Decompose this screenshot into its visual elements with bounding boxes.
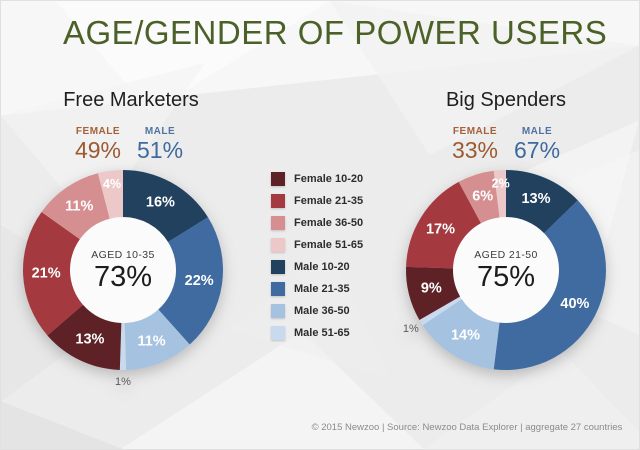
female-label: FEMALE xyxy=(452,126,498,137)
donut-slice-male-21-35 xyxy=(493,200,606,370)
legend-label: Female 51-65 xyxy=(294,239,364,251)
center-value: 75% xyxy=(476,261,536,293)
male-summary: MALE 51% xyxy=(137,126,183,163)
donut-slice-female-51-65 xyxy=(97,170,123,219)
donut-slice-male-36-50 xyxy=(422,299,500,370)
center-value: 73% xyxy=(93,261,153,293)
legend-swatch-icon xyxy=(271,216,285,230)
legend-label: Female 21-35 xyxy=(294,195,364,207)
donut-slice-male-51-65 xyxy=(419,296,462,326)
legend-label: Female 36-50 xyxy=(294,217,364,229)
donut-slice-male-21-35 xyxy=(158,217,223,345)
legend-item: Male 51-65 xyxy=(271,326,363,340)
donut-slice-female-10-20 xyxy=(406,266,461,320)
legend-item: Female 10-20 xyxy=(271,172,363,186)
legend-label: Female 10-20 xyxy=(294,173,364,185)
legend-swatch-icon xyxy=(271,260,285,274)
legend-item: Female 21-35 xyxy=(271,194,363,208)
slice-label: 11% xyxy=(137,333,165,349)
slice-label: 16% xyxy=(146,195,175,211)
legend-label: Male 10-20 xyxy=(294,261,350,273)
slice-label: 6% xyxy=(472,188,493,204)
source-attribution: © 2015 Newzoo | Source: Newzoo Data Expl… xyxy=(311,422,623,433)
slice-label: 4% xyxy=(103,177,121,191)
donut-slice-female-21-35 xyxy=(22,211,83,336)
slice-label: 13% xyxy=(75,331,104,347)
male-label: MALE xyxy=(144,126,176,137)
legend-item: Male 10-20 xyxy=(271,260,363,274)
donut-slice-male-51-65 xyxy=(119,322,127,371)
legend-label: Male 36-50 xyxy=(294,305,350,317)
donut-chart-big-spenders: 13% 40% 14% 1% 9% 17% 6%2% xyxy=(403,170,606,370)
legend-item: Female 36-50 xyxy=(271,216,363,230)
female-summary: FEMALE 33% xyxy=(452,126,498,163)
male-value: 51% xyxy=(137,137,184,163)
legend-label: Male 51-65 xyxy=(294,327,350,339)
center-label: AGED 10-35 xyxy=(91,249,155,261)
legend-swatch-icon xyxy=(271,326,285,340)
chart-title-free-marketers: Free Marketers xyxy=(63,89,199,111)
chart-title-big-spenders: Big Spenders xyxy=(445,89,567,111)
slice-label: 1% xyxy=(115,376,131,388)
donut-center-big-spenders: AGED 21-50 75% xyxy=(426,249,586,293)
male-value: 67% xyxy=(514,137,561,163)
male-summary: MALE 67% xyxy=(514,126,560,163)
female-label: FEMALE xyxy=(75,126,121,137)
slice-label: 2% xyxy=(492,176,510,190)
legend: Female 10-20 Female 21-35 Female 36-50 Fema… xyxy=(271,172,363,340)
legend-item: Male 21-35 xyxy=(271,282,363,296)
legend-label: Male 21-35 xyxy=(294,283,350,295)
slice-label: 9% xyxy=(421,281,442,297)
donut-slice-male-36-50 xyxy=(124,309,190,370)
donut-slice-female-10-20 xyxy=(47,304,122,370)
gender-summary-big-spenders: FEMALE 33% MALE 67% xyxy=(406,126,606,163)
legend-swatch-icon xyxy=(271,238,285,252)
donut-slice-female-21-35 xyxy=(406,181,481,269)
donut-slice-female-36-50 xyxy=(41,173,110,240)
donut-slice-female-36-50 xyxy=(458,170,500,224)
legend-item: Female 51-65 xyxy=(271,238,363,252)
legend-swatch-icon xyxy=(271,172,285,186)
legend-swatch-icon xyxy=(271,304,285,318)
slice-label: 14% xyxy=(451,327,480,343)
slice-label: 13% xyxy=(521,191,550,207)
slice-label: 17% xyxy=(426,221,455,237)
donut-hole xyxy=(69,216,177,324)
female-value: 33% xyxy=(451,137,498,163)
slice-label: 1% xyxy=(403,323,419,335)
page-title: AGE/GENDER OF POWER USERS xyxy=(63,14,608,51)
female-value: 49% xyxy=(74,137,121,163)
donut-slice-male-10-20 xyxy=(123,170,208,243)
legend-item: Male 36-50 xyxy=(271,304,363,318)
slice-label: 40% xyxy=(560,296,589,312)
slice-label: 11% xyxy=(65,198,93,214)
center-label: AGED 21-50 xyxy=(474,249,538,261)
slice-label: 22% xyxy=(185,273,214,289)
donut-hole xyxy=(452,216,560,324)
donut-center-free-marketers: AGED 10-35 73% xyxy=(43,249,203,293)
female-summary: FEMALE 49% xyxy=(75,126,121,163)
legend-swatch-icon xyxy=(271,282,285,296)
male-label: MALE xyxy=(521,126,553,137)
gender-summary-free-marketers: FEMALE 49% MALE 51% xyxy=(29,126,229,163)
legend-swatch-icon xyxy=(271,194,285,208)
slice-label: 21% xyxy=(32,266,61,282)
donut-slice-female-51-65 xyxy=(493,170,506,218)
donut-slice-male-10-20 xyxy=(506,170,578,234)
donut-chart-free-marketers: 16% 22% 11% 1% 13% 21% 11% 4% xyxy=(22,170,223,388)
